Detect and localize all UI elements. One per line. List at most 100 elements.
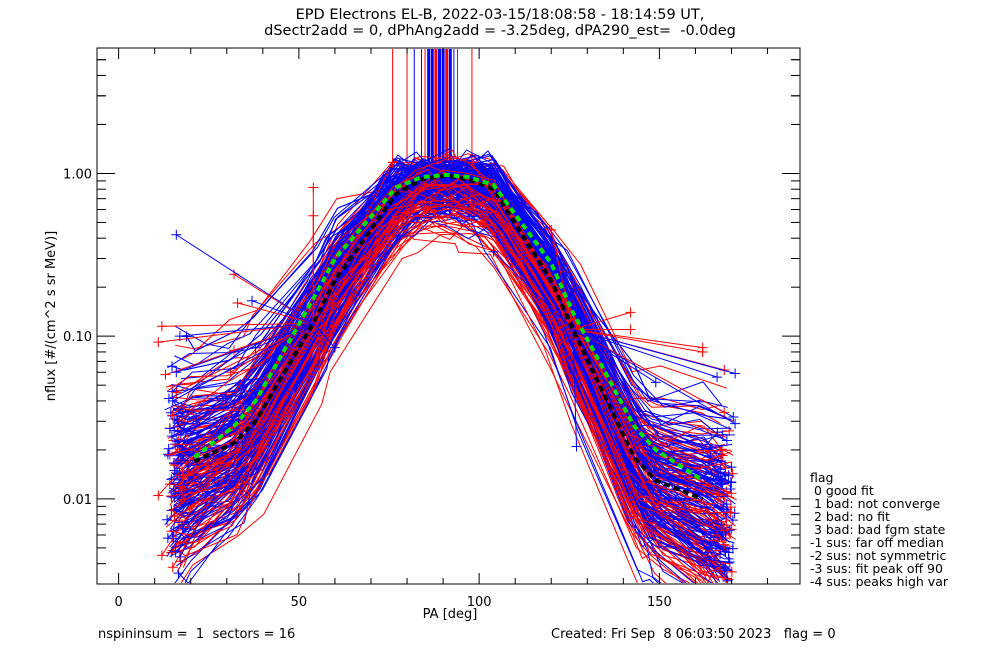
red-spectrum [178, 191, 733, 557]
red-outlier-marker [171, 387, 182, 398]
red-spectrum-marker [167, 410, 178, 421]
blue-spectrum-marker [709, 589, 719, 599]
blue-spectrum-marker [167, 361, 178, 372]
blue-spectrum-line [186, 159, 726, 553]
blue-spectrum-line [166, 165, 732, 557]
footer-created-info: Created: Fri Sep 8 06:03:50 2023 flag = … [551, 627, 836, 642]
blue-spectrum-marker [725, 476, 736, 487]
red-outlier-marker [308, 210, 319, 221]
red-outlier-marker [625, 324, 636, 335]
x-axis-label: PA [deg] [423, 607, 478, 622]
red-spectrum [178, 172, 736, 518]
blue-outlier-marker [167, 395, 178, 406]
blue-spectrum-line [171, 196, 724, 570]
red-spectrum-line [169, 183, 735, 520]
blue-outlier-marker [730, 368, 741, 379]
blue-spectrum [180, 157, 718, 483]
blue-spectrum [172, 150, 723, 481]
red-outlier-marker [167, 562, 178, 573]
blue-spectrum [180, 185, 726, 568]
red-spectrum-marker [727, 468, 738, 479]
blue-outlier-line [172, 322, 314, 402]
red-outlier-marker [719, 407, 730, 418]
blue-outlier-marker [174, 551, 185, 562]
blue-spectrum-line [180, 157, 718, 483]
blue-spectrum-line [174, 177, 720, 529]
blue-spectrum [175, 188, 721, 552]
red-outlier-line [572, 328, 703, 353]
blue-outlier-marker [171, 367, 182, 378]
red-outlier-line [572, 328, 703, 349]
blue-spectrum-marker [721, 435, 732, 446]
chart-title-line-1: EPD Electrons EL-B, 2022-03-15/18:08:58 … [295, 7, 705, 23]
blue-spectrum-marker [722, 575, 733, 583]
legend-item-flag-2: 2 bad: no fit [810, 509, 890, 524]
red-spectrum-marker [734, 609, 744, 619]
blue-spectrum-marker [172, 458, 183, 469]
red-spectrum-line [182, 172, 731, 514]
legend-item-flag-minus-3: -3 sus: fit peak off 90 [810, 561, 943, 576]
red-outlier-line [161, 323, 314, 556]
blue-outlier-marker [171, 229, 182, 240]
red-spectrum-marker [177, 470, 188, 481]
red-outlier-marker [625, 307, 636, 318]
blue-spectrum-marker [727, 543, 738, 554]
blue-spectrum [166, 165, 732, 557]
blue-spectrum-line [175, 188, 721, 552]
red-spectrum-marker [169, 590, 179, 600]
blue-spectrum [171, 196, 724, 570]
blue-spectrum-line [178, 194, 687, 583]
red-spectrum-marker [717, 450, 728, 461]
red-spectrum-line [183, 203, 719, 581]
blue-spectrum-line [172, 150, 723, 481]
legend-title: flag [810, 470, 834, 485]
blue-spectrum-marker [163, 443, 174, 454]
blue-spectrum [174, 177, 720, 529]
red-spectrum-marker [166, 490, 177, 501]
red-outlier-line [550, 229, 574, 330]
y-tick-label: 1.00 [63, 167, 92, 182]
blue-spectrum-marker [166, 584, 176, 594]
blue-spectrum-marker [171, 468, 182, 479]
blue-outlier-line [312, 322, 336, 348]
data-layer [153, 49, 744, 619]
red-spectrum-line [176, 193, 727, 573]
red-spectrum-line [167, 168, 705, 583]
blue-spectrum-marker [169, 425, 180, 436]
red-outlier-marker [153, 490, 164, 501]
blue-outlier-line [572, 329, 736, 425]
blue-spectrum [174, 157, 715, 575]
red-outlier-marker [232, 297, 243, 308]
blue-spectrum-line [172, 167, 721, 511]
y-tick-label: 0.01 [63, 493, 92, 508]
red-spectrum-line [186, 199, 731, 565]
blue-spectrum-marker [729, 508, 740, 519]
blue-spectrum-line [176, 164, 723, 567]
blue-outlier-line [572, 329, 577, 447]
red-spectrum [169, 183, 735, 520]
blue-spectrum-line [178, 178, 721, 582]
blue-outlier-marker [730, 418, 741, 429]
blue-spectrum-marker [164, 423, 175, 434]
blue-outlier-line [572, 328, 718, 378]
red-outlier-marker [546, 224, 557, 235]
red-spectrum-marker [170, 460, 181, 471]
axes: 0 50 100 150 0.01 0.10 1.00 [63, 47, 801, 610]
red-spectrum [166, 208, 730, 550]
flag-legend: flag 0 good fit 1 bad: not converge 2 ba… [810, 471, 948, 588]
red-spectrum [176, 215, 734, 581]
blue-spectrum [172, 167, 721, 511]
red-spectrum-marker [726, 524, 737, 535]
blue-outlier-line [176, 322, 314, 373]
red-spectrum-marker [166, 526, 177, 537]
blue-outlier-marker [329, 342, 340, 353]
red-outlier-marker [697, 346, 708, 357]
x-tick-label: 100 [467, 595, 492, 610]
red-spectrum-line [185, 180, 732, 529]
red-spectrum-marker [713, 489, 724, 500]
blue-outlier-line [251, 300, 314, 324]
red-spectrum-marker [718, 525, 729, 536]
blue-outlier-marker [247, 295, 258, 306]
red-outlier-marker [308, 182, 319, 193]
blue-outlier-marker [571, 441, 582, 452]
